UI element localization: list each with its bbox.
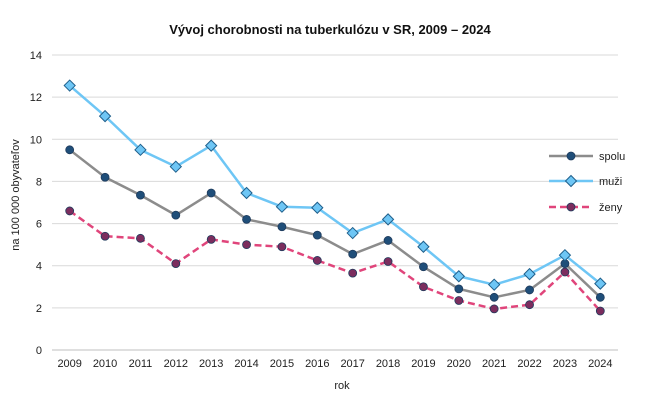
legend-label: spolu — [599, 151, 625, 163]
data-point — [65, 145, 75, 155]
series-line-muži — [68, 84, 602, 286]
x-tick-label: 2011 — [129, 358, 153, 370]
series-line-spolu — [68, 148, 602, 299]
data-point — [383, 257, 393, 266]
data-point — [275, 200, 289, 213]
data-point — [454, 284, 464, 294]
data-point — [595, 306, 605, 316]
data-point — [523, 267, 536, 281]
legend-marker — [566, 202, 576, 212]
x-tick-label: 2013 — [199, 358, 223, 370]
y-axis-ticks: 0 2 4 6 8 10 12 14 — [30, 50, 42, 357]
x-tick-label: 2010 — [93, 358, 117, 370]
data-point — [136, 233, 145, 243]
data-point — [98, 109, 112, 123]
series-line-ženy — [68, 209, 602, 312]
data-point — [206, 234, 216, 244]
data-point — [136, 190, 145, 200]
y-axis-label: na 100 000 obyvateľov — [10, 139, 22, 251]
x-axis-label: rok — [334, 380, 350, 392]
x-tick-label: 2020 — [447, 358, 471, 370]
data-point — [525, 285, 534, 295]
data-point — [171, 259, 181, 269]
y-tick-label: 14 — [30, 50, 42, 62]
data-point — [489, 304, 499, 314]
data-point — [381, 213, 395, 226]
data-point — [525, 300, 534, 310]
legend-item-spolu: spolu — [549, 151, 625, 163]
x-tick-label: 2016 — [305, 358, 329, 370]
data-point — [240, 186, 253, 200]
data-point — [100, 172, 110, 182]
data-point — [277, 242, 287, 252]
data-point — [311, 201, 324, 214]
data-point — [417, 240, 430, 253]
x-tick-label: 2014 — [234, 358, 258, 370]
legend-item-muži: muži — [549, 174, 622, 188]
data-point — [277, 222, 287, 232]
x-tick-label: 2021 — [482, 358, 506, 370]
y-tick-label: 0 — [36, 345, 42, 357]
data-point — [560, 267, 570, 277]
data-point — [452, 270, 466, 283]
data-point — [171, 210, 181, 220]
chart-title: Vývoj chorobnosti na tuberkulózu v SR, 2… — [169, 22, 491, 37]
data-point — [346, 226, 359, 240]
data-point — [134, 143, 147, 157]
x-axis-ticks: 2009 2010 2011 2012 2013 2014 2015 2016 2017 2018… — [57, 358, 612, 370]
data-point — [487, 278, 501, 291]
data-point — [100, 231, 110, 241]
data-point — [63, 79, 76, 92]
legend-item-ženy: ženy — [549, 202, 623, 214]
x-tick-label: 2022 — [517, 358, 541, 370]
data-point — [348, 249, 358, 259]
y-tick-label: 4 — [36, 261, 42, 273]
x-tick-label: 2019 — [411, 358, 435, 370]
legend-marker — [566, 151, 576, 161]
data-point — [454, 296, 464, 305]
data-point — [65, 206, 75, 216]
data-point — [595, 292, 605, 302]
data-point — [383, 236, 393, 245]
series-group — [63, 79, 607, 316]
data-point — [206, 188, 216, 198]
y-tick-label: 6 — [36, 219, 42, 231]
legend-label: muži — [599, 176, 622, 188]
legend-marker — [564, 174, 578, 188]
y-tick-label: 12 — [30, 92, 42, 104]
data-point — [242, 214, 251, 224]
data-point — [489, 292, 499, 302]
legend: spolu muži ženy — [549, 151, 625, 214]
x-tick-label: 2012 — [164, 358, 188, 370]
data-point — [348, 268, 358, 278]
data-point — [312, 230, 322, 240]
data-point — [242, 240, 251, 250]
x-tick-label: 2024 — [588, 358, 612, 370]
data-point — [169, 160, 183, 173]
data-point — [204, 139, 218, 152]
x-tick-label: 2023 — [553, 358, 577, 370]
series-ženy — [65, 206, 605, 316]
data-point — [419, 262, 428, 272]
y-tick-label: 8 — [36, 176, 42, 188]
data-point — [558, 248, 572, 262]
series-spolu — [65, 145, 605, 302]
x-tick-label: 2015 — [270, 358, 294, 370]
x-tick-label: 2009 — [57, 358, 81, 370]
data-point — [419, 282, 428, 292]
series-muži — [63, 79, 607, 291]
x-tick-label: 2018 — [376, 358, 400, 370]
y-tick-label: 10 — [30, 134, 42, 146]
legend-label: ženy — [599, 202, 623, 214]
y-tick-label: 2 — [36, 303, 42, 315]
data-point — [312, 256, 322, 265]
x-tick-label: 2017 — [340, 358, 364, 370]
data-point — [594, 277, 607, 290]
